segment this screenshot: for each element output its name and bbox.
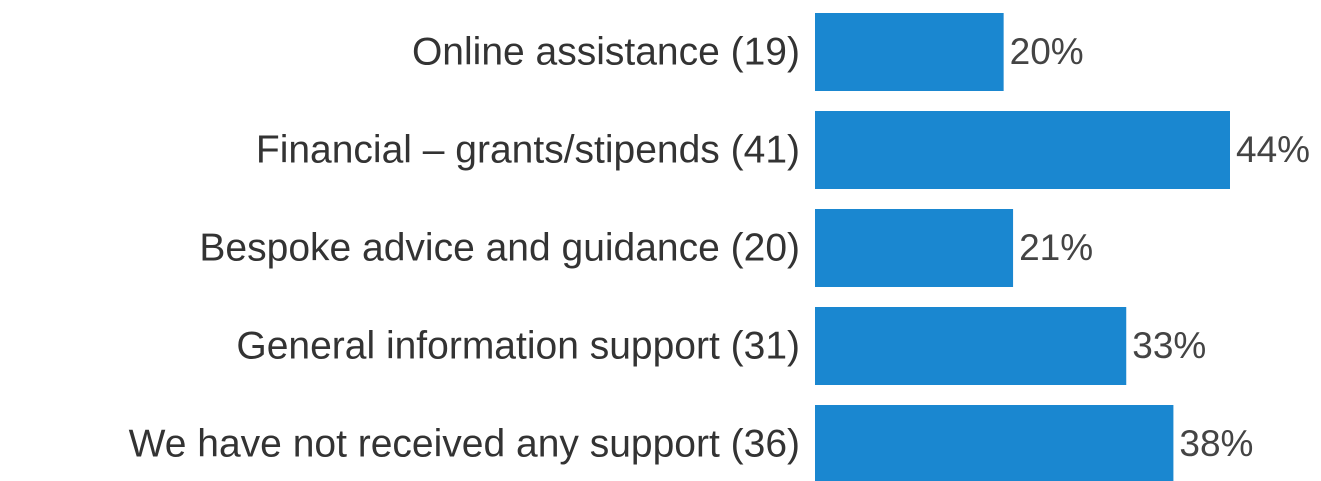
bar — [815, 307, 1127, 385]
bar — [815, 13, 1004, 91]
category-label: We have not received any support (36) — [129, 422, 800, 465]
value-label: 21% — [1019, 227, 1093, 268]
category-label: Bespoke advice and guidance (20) — [199, 226, 800, 269]
value-label: 20% — [1010, 31, 1084, 72]
value-label: 33% — [1132, 325, 1206, 366]
value-label: 44% — [1236, 129, 1310, 170]
category-label: Financial – grants/stipends (41) — [256, 128, 800, 171]
bar — [815, 209, 1014, 287]
category-label: Online assistance (19) — [412, 30, 800, 73]
category-label: General information support (31) — [236, 324, 800, 367]
bar — [815, 111, 1230, 189]
value-label: 38% — [1179, 423, 1253, 464]
bar — [815, 405, 1174, 481]
